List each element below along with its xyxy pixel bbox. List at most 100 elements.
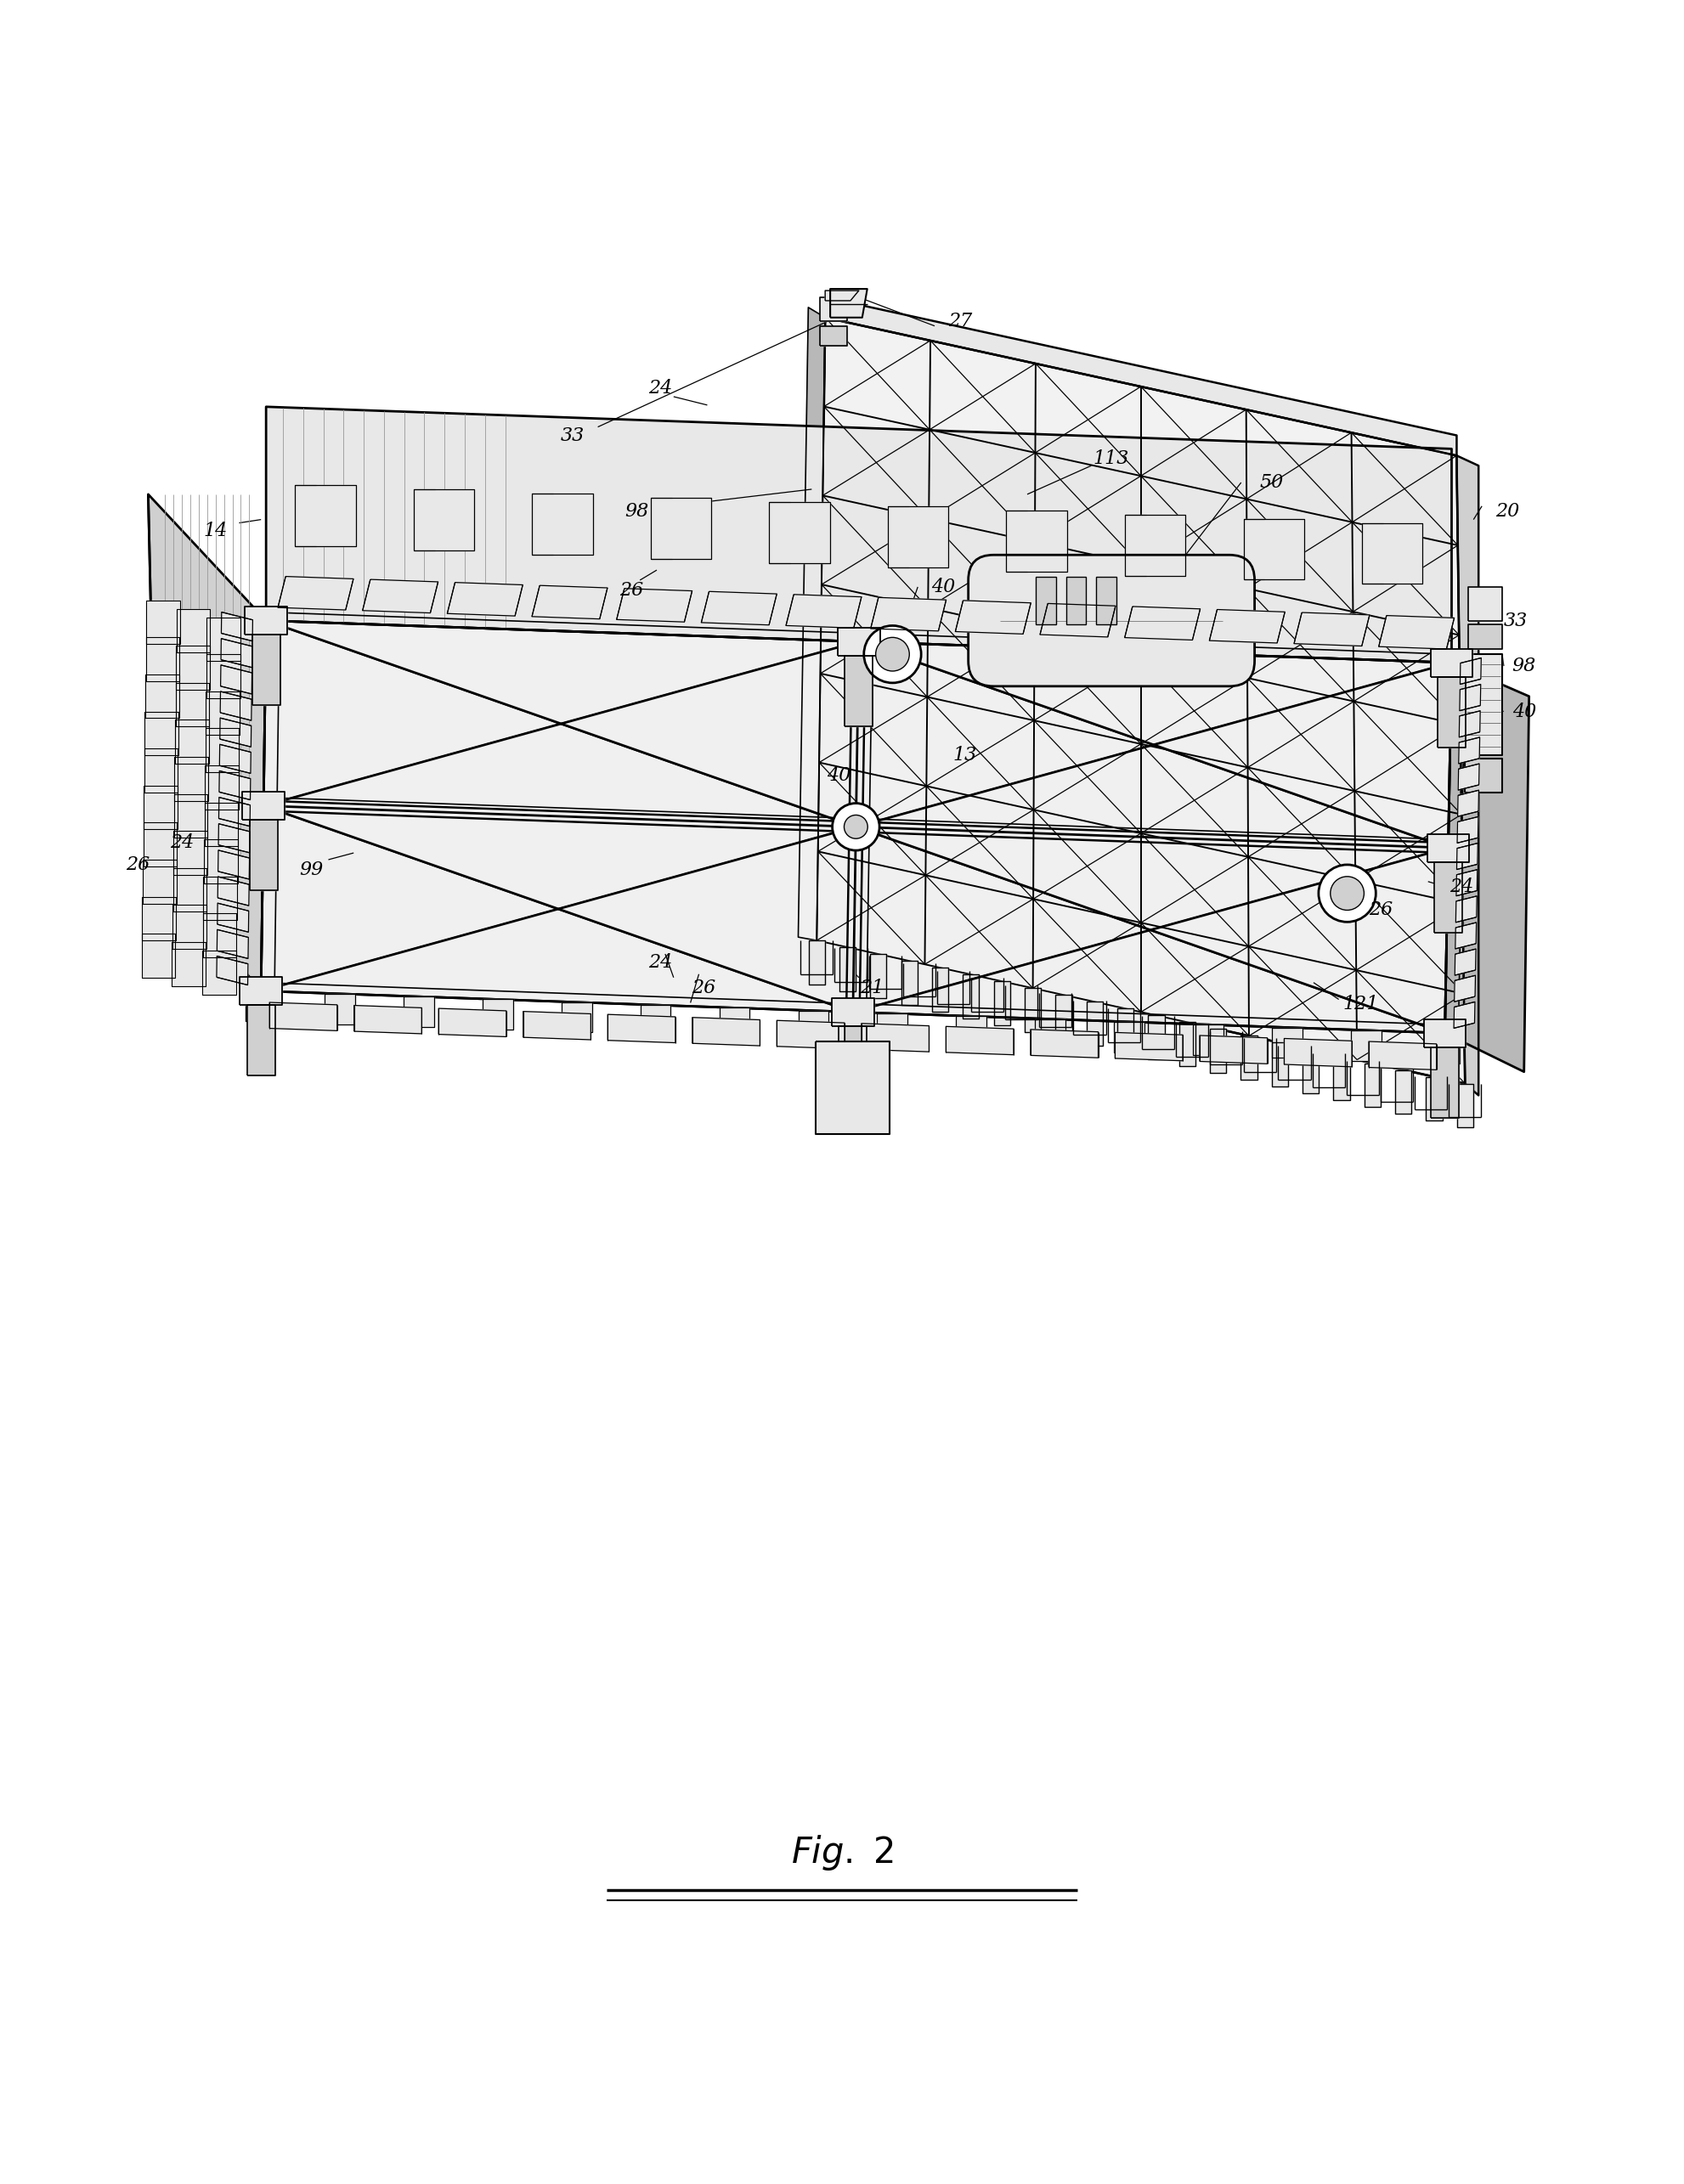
Polygon shape <box>1458 738 1480 764</box>
Polygon shape <box>221 719 251 747</box>
Polygon shape <box>862 1024 930 1053</box>
Polygon shape <box>1435 863 1462 933</box>
Polygon shape <box>1460 657 1482 684</box>
Polygon shape <box>143 823 177 867</box>
Polygon shape <box>1271 1042 1288 1085</box>
Polygon shape <box>1118 1009 1133 1053</box>
Polygon shape <box>1426 1077 1442 1120</box>
Polygon shape <box>253 636 280 705</box>
Polygon shape <box>776 1020 844 1048</box>
Polygon shape <box>202 913 236 957</box>
Polygon shape <box>1425 1020 1465 1046</box>
Polygon shape <box>616 587 692 622</box>
Polygon shape <box>246 607 286 636</box>
Polygon shape <box>817 317 1465 1083</box>
Polygon shape <box>1334 1057 1349 1101</box>
Polygon shape <box>269 1002 337 1031</box>
Polygon shape <box>205 692 239 736</box>
Text: 98: 98 <box>625 502 648 520</box>
Text: 24: 24 <box>648 378 672 397</box>
Polygon shape <box>438 1009 507 1037</box>
Polygon shape <box>175 684 209 727</box>
Polygon shape <box>1431 1046 1458 1118</box>
Polygon shape <box>901 961 918 1005</box>
Polygon shape <box>1457 843 1479 869</box>
Polygon shape <box>219 745 251 773</box>
Polygon shape <box>1056 996 1071 1040</box>
Text: 40: 40 <box>931 577 955 596</box>
Polygon shape <box>1458 791 1479 817</box>
Polygon shape <box>825 297 1457 456</box>
FancyBboxPatch shape <box>968 555 1255 686</box>
Text: 26: 26 <box>126 856 150 874</box>
Polygon shape <box>173 832 207 876</box>
Polygon shape <box>770 502 830 563</box>
Polygon shape <box>1458 710 1480 738</box>
Polygon shape <box>1192 1024 1223 1055</box>
Text: 26: 26 <box>620 581 643 601</box>
Polygon shape <box>143 786 177 830</box>
Text: 33: 33 <box>561 426 584 446</box>
Polygon shape <box>946 1026 1014 1055</box>
Polygon shape <box>1125 607 1201 640</box>
Polygon shape <box>1241 1035 1256 1079</box>
Polygon shape <box>1428 834 1468 863</box>
Polygon shape <box>1465 758 1502 793</box>
Polygon shape <box>532 494 593 555</box>
Text: 33: 33 <box>1504 612 1527 629</box>
Polygon shape <box>820 325 847 345</box>
Circle shape <box>832 804 879 850</box>
Polygon shape <box>933 968 948 1011</box>
Polygon shape <box>1115 1033 1182 1061</box>
Polygon shape <box>241 976 283 1005</box>
Polygon shape <box>561 1002 591 1033</box>
Text: 26: 26 <box>692 978 716 996</box>
Polygon shape <box>1271 1026 1302 1057</box>
Polygon shape <box>832 998 874 1026</box>
Polygon shape <box>175 758 209 802</box>
Polygon shape <box>1445 662 1529 1072</box>
Text: 121: 121 <box>1342 996 1379 1013</box>
Text: $\it{Fig.}$ $\it{2}$: $\it{Fig.}$ $\it{2}$ <box>791 1835 893 1872</box>
Polygon shape <box>1457 456 1479 1096</box>
Polygon shape <box>177 609 210 653</box>
Polygon shape <box>177 646 210 690</box>
Polygon shape <box>221 612 253 642</box>
Circle shape <box>844 815 867 839</box>
Polygon shape <box>448 583 522 616</box>
Polygon shape <box>147 601 180 644</box>
Polygon shape <box>640 1005 670 1035</box>
Circle shape <box>1319 865 1376 922</box>
Text: 98: 98 <box>1512 657 1536 675</box>
Polygon shape <box>1285 1037 1352 1066</box>
Polygon shape <box>887 507 948 568</box>
Polygon shape <box>221 638 253 668</box>
Polygon shape <box>172 904 205 948</box>
Text: 40: 40 <box>827 767 850 784</box>
Polygon shape <box>141 898 175 941</box>
Polygon shape <box>202 950 236 994</box>
Polygon shape <box>217 904 249 933</box>
Polygon shape <box>217 957 248 985</box>
Polygon shape <box>204 839 237 882</box>
Polygon shape <box>532 585 608 618</box>
Polygon shape <box>871 954 886 998</box>
Polygon shape <box>1115 1022 1145 1053</box>
Circle shape <box>864 625 921 684</box>
Polygon shape <box>1036 1020 1066 1048</box>
Bar <box>1036 577 1056 625</box>
Polygon shape <box>204 802 237 845</box>
Text: 24: 24 <box>1450 878 1474 895</box>
Polygon shape <box>1209 609 1285 642</box>
Polygon shape <box>798 308 825 941</box>
Polygon shape <box>1468 587 1502 620</box>
Polygon shape <box>325 994 355 1024</box>
Text: 27: 27 <box>948 312 972 330</box>
Polygon shape <box>266 406 1452 662</box>
Polygon shape <box>145 749 179 793</box>
Polygon shape <box>719 1007 749 1037</box>
Polygon shape <box>172 941 205 985</box>
Polygon shape <box>701 592 776 625</box>
Polygon shape <box>1396 1070 1411 1114</box>
Polygon shape <box>219 823 249 852</box>
